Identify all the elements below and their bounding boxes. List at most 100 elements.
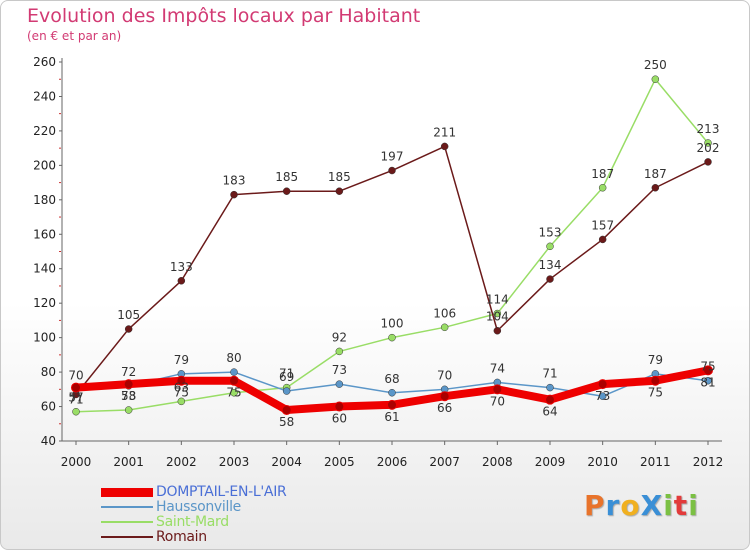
y-tick-label: 200 [33, 158, 56, 172]
logo-letter: i [688, 489, 699, 522]
data-point [493, 309, 502, 318]
legend-swatch [101, 506, 153, 508]
data-label: 213 [697, 122, 720, 136]
data-label: 197 [381, 150, 404, 164]
data-label: 183 [223, 174, 246, 188]
series-line-2 [75, 78, 709, 413]
data-point [387, 399, 397, 410]
x-tick-label: 2000 [61, 455, 92, 469]
proxiti-logo: ProXiti [584, 489, 699, 522]
data-label: 69 [279, 370, 294, 384]
data-label: 73 [595, 389, 610, 403]
data-label: 61 [384, 410, 399, 424]
y-tick-label: 260 [33, 55, 56, 69]
x-tick-label: 2008 [482, 455, 513, 469]
data-label: 134 [539, 258, 562, 272]
data-label: 70 [68, 368, 83, 382]
data-point [597, 379, 608, 390]
x-tick-label: 2006 [377, 455, 408, 469]
data-point [704, 158, 712, 166]
y-tick-label: 240 [33, 89, 56, 103]
x-tick-label: 2009 [535, 455, 566, 469]
x-tick-label: 2012 [693, 455, 724, 469]
data-label: 71 [68, 393, 83, 407]
data-point [650, 375, 661, 386]
data-point [334, 401, 345, 412]
data-label: 71 [542, 367, 557, 381]
data-point [388, 333, 396, 342]
data-point [545, 394, 555, 405]
data-point [598, 184, 607, 192]
logo-letter: P [584, 489, 606, 522]
data-label: 71 [279, 367, 294, 381]
data-point [598, 235, 607, 244]
y-tick-label: 220 [33, 124, 56, 138]
logo-letter: r [605, 489, 621, 522]
data-label: 70 [490, 394, 505, 408]
data-label: 64 [542, 405, 557, 419]
data-label: 75 [700, 360, 715, 374]
y-tick-label: 120 [33, 296, 56, 310]
data-label: 106 [433, 306, 456, 320]
data-point [335, 380, 344, 388]
data-point [651, 184, 660, 192]
y-tick-label: 80 [41, 365, 56, 379]
data-label: 79 [648, 353, 663, 367]
data-label: 58 [279, 415, 294, 429]
data-label: 105 [117, 308, 140, 322]
x-tick-label: 2010 [587, 455, 618, 469]
x-tick-label: 2004 [271, 455, 302, 469]
x-tick-label: 2001 [113, 455, 144, 469]
data-point [493, 326, 502, 335]
data-point [123, 379, 134, 390]
x-tick-label: 2003 [219, 455, 250, 469]
data-point [124, 406, 133, 414]
data-point [546, 242, 554, 251]
data-label: 60 [332, 412, 347, 426]
chart-title: Evolution des Impôts locaux par Habitant [27, 5, 421, 27]
data-label: 187 [591, 167, 614, 181]
x-tick-label: 2005 [324, 455, 355, 469]
data-point [229, 375, 239, 386]
data-point [281, 404, 292, 415]
data-point [704, 376, 712, 385]
data-point [546, 383, 554, 392]
data-label: 73 [121, 389, 136, 403]
logo-letter: o [620, 489, 641, 522]
legend-label: Saint-Mard [156, 514, 229, 530]
data-point [177, 397, 186, 406]
data-point [282, 387, 291, 395]
data-point [230, 368, 238, 376]
data-point [282, 187, 291, 195]
data-label: 187 [644, 167, 667, 181]
data-point [598, 392, 607, 400]
data-label: 57 [68, 391, 83, 405]
data-point [335, 187, 344, 195]
data-point [335, 347, 344, 356]
data-label: 70 [437, 368, 452, 382]
logo-letter: t [673, 489, 689, 522]
legend-swatch [101, 536, 153, 538]
legend-swatch [101, 488, 153, 497]
data-label: 157 [591, 218, 614, 232]
data-label: 202 [697, 141, 720, 155]
data-label: 81 [700, 375, 715, 389]
data-label: 211 [433, 125, 456, 139]
data-point [492, 384, 503, 395]
data-label: 153 [539, 225, 562, 239]
data-point [230, 190, 238, 199]
data-point [176, 375, 187, 386]
data-label: 63 [174, 380, 189, 394]
y-tick-label: 60 [41, 400, 56, 414]
data-label: 68 [384, 372, 399, 386]
logo-letter: X [640, 489, 664, 522]
data-label: 250 [644, 58, 667, 72]
y-tick-label: 180 [33, 193, 56, 207]
y-tick-label: 160 [33, 227, 56, 241]
data-point [177, 277, 186, 285]
data-point [703, 365, 713, 376]
legend-label: Romain [156, 529, 207, 545]
data-point [388, 389, 396, 397]
x-tick-label: 2007 [429, 455, 460, 469]
